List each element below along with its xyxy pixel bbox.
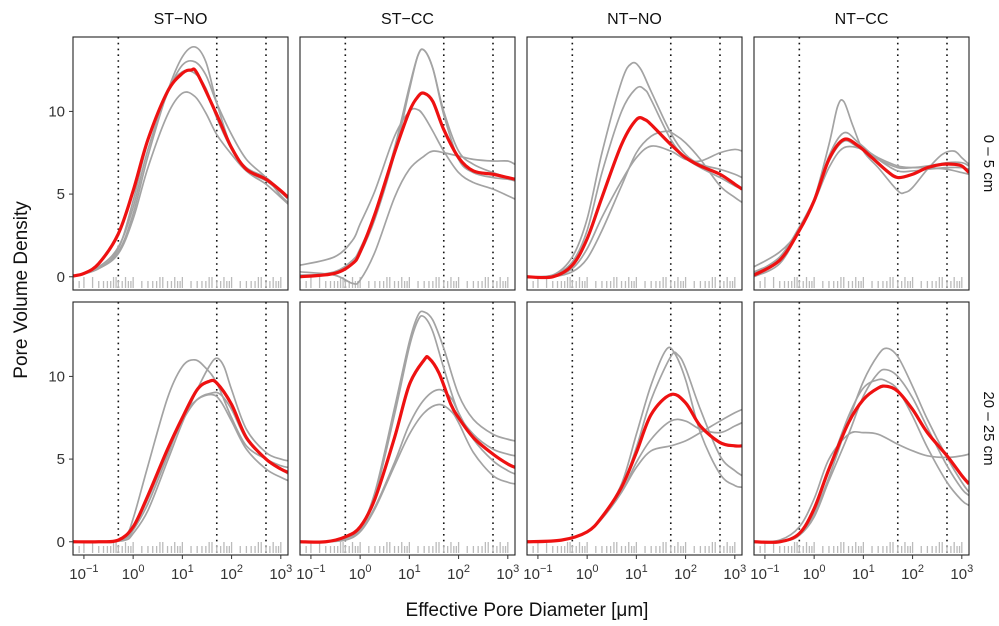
row-strip-title: 0 – 5 cm	[980, 135, 997, 193]
replicate-curve	[527, 408, 742, 543]
replicate-curve	[73, 391, 288, 543]
panel-plot-area	[300, 302, 515, 555]
x-tick-label: 100	[803, 563, 826, 583]
replicate-curve	[300, 150, 515, 285]
y-tick-label: 10	[48, 368, 65, 385]
panel-frame	[753, 301, 970, 556]
mean-curve	[300, 354, 515, 544]
x-tick-label: 103	[269, 563, 292, 583]
panel-frame	[299, 301, 516, 556]
replicate-curve	[527, 130, 742, 278]
x-tick-label: 103	[723, 563, 746, 583]
x-tick-label: 103	[950, 563, 973, 583]
x-tick-label: 102	[901, 563, 924, 583]
panel-plot-area	[73, 302, 288, 555]
mean-curve	[527, 392, 742, 544]
replicate-curve	[73, 393, 288, 543]
mean-curve	[754, 384, 969, 544]
replicate-curve	[300, 403, 515, 543]
panel-0-0: 0 5 10	[48, 36, 289, 291]
mean-curve	[754, 137, 969, 277]
column-strip-title: NT−NO	[607, 11, 662, 28]
x-tick-label: 101	[398, 563, 421, 583]
y-tick-label: 0	[57, 269, 65, 286]
x-tick-label: 10−1	[296, 563, 325, 583]
panel-frame	[526, 36, 743, 291]
panel-0-3	[753, 36, 970, 291]
panel-1-1: 10−1 100 101 102 103	[296, 301, 519, 583]
replicate-curve	[527, 346, 742, 543]
replicate-curve	[754, 430, 969, 543]
row-strip-title: 20 – 25 cm	[980, 391, 997, 465]
panel-0-2	[526, 36, 743, 291]
x-tick-label: 101	[852, 563, 875, 583]
replicate-curve	[527, 85, 742, 278]
x-tick-label: 100	[122, 563, 145, 583]
mean-curve	[73, 67, 288, 278]
x-tick-label: 100	[576, 563, 599, 583]
mean-curve	[527, 116, 742, 280]
panel-frame	[299, 36, 516, 291]
x-tick-label: 103	[496, 563, 519, 583]
x-tick-label: 10−1	[69, 563, 98, 583]
panel-plot-area	[73, 37, 288, 290]
replicate-curve	[300, 48, 515, 276]
y-tick-label: 5	[57, 186, 65, 203]
panel-frame	[72, 301, 289, 556]
y-axis-title: Pore Volume Density	[11, 201, 32, 379]
panel-1-2: 10−1 100 101 102 103	[523, 301, 746, 583]
replicate-curve	[754, 131, 969, 278]
x-tick-label: 102	[674, 563, 697, 583]
replicate-curve	[754, 99, 969, 275]
panel-frame	[72, 36, 289, 291]
x-axis-title: Effective Pore Diameter [μm]	[406, 600, 649, 621]
y-tick-label: 0	[57, 534, 65, 551]
panel-0-1	[299, 36, 516, 291]
y-tick-label: 5	[57, 451, 65, 468]
replicate-curve	[527, 351, 742, 543]
replicate-curve	[527, 145, 742, 279]
panel-1-3: 10−1 100 101 102 103	[750, 301, 973, 583]
panel-plot-area	[300, 37, 515, 290]
panel-plot-area	[754, 302, 969, 555]
column-strip-title: ST−CC	[381, 11, 434, 28]
x-tick-label: 102	[220, 563, 243, 583]
x-tick-label: 101	[171, 563, 194, 583]
x-tick-label: 100	[349, 563, 372, 583]
panel-frame	[526, 301, 743, 556]
x-tick-label: 102	[447, 563, 470, 583]
panel-plot-area	[527, 302, 742, 555]
column-strip-title: NT−CC	[835, 11, 889, 28]
panel-plot-area	[754, 37, 969, 290]
mean-curve	[73, 378, 288, 544]
replicate-curve	[300, 107, 515, 267]
x-tick-label: 101	[625, 563, 648, 583]
replicate-curve	[300, 388, 515, 543]
labels-layer: Effective Pore Diameter [μm] Pore Volume…	[11, 201, 648, 621]
replicate-curve	[754, 368, 969, 544]
replicate-curve	[73, 91, 288, 278]
panel-1-0: 0 5 10 10−1 100 101 102 103	[48, 301, 292, 583]
replicate-curve	[73, 357, 288, 543]
panel-frame	[753, 36, 970, 291]
replicate-curve	[73, 59, 288, 278]
replicate-curve	[300, 48, 515, 278]
y-tick-label: 10	[48, 103, 65, 120]
x-tick-label: 10−1	[523, 563, 552, 583]
panel-plot-area	[527, 37, 742, 290]
replicate-curve	[73, 69, 288, 278]
column-strip-title: ST−NO	[154, 11, 208, 28]
replicate-curve	[527, 61, 742, 278]
mean-curve	[300, 91, 515, 279]
x-tick-label: 10−1	[750, 563, 779, 583]
replicate-curve	[73, 45, 288, 278]
